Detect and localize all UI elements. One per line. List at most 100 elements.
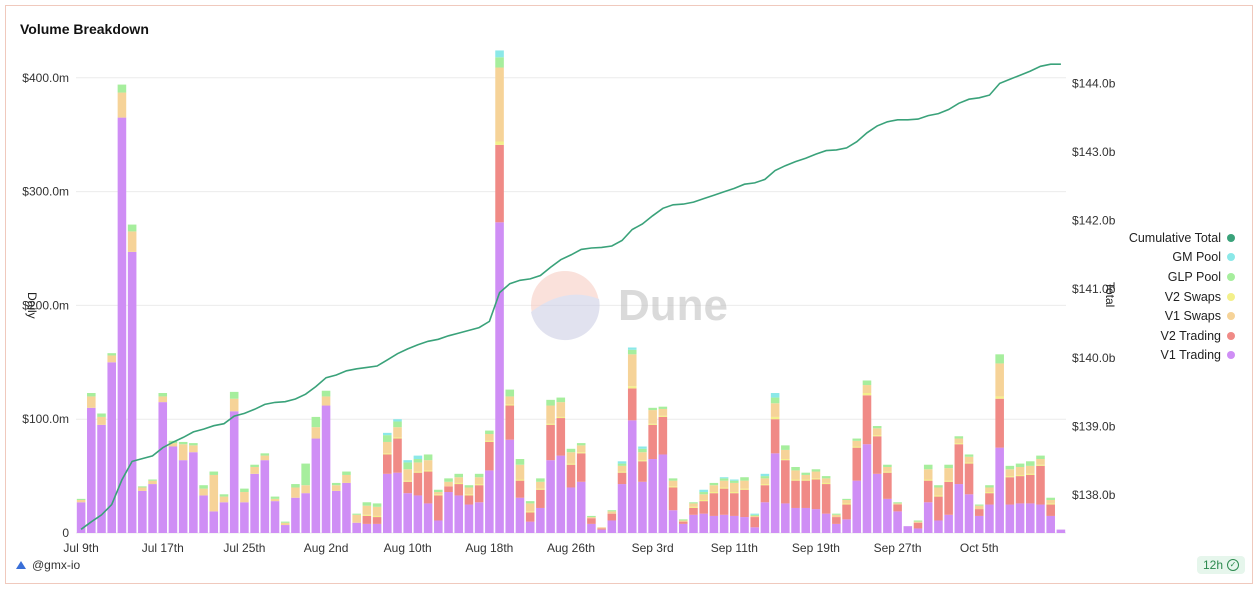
legend-item[interactable]: Cumulative Total (1075, 228, 1235, 248)
bar-segment (87, 396, 96, 408)
bar-segment (954, 443, 964, 445)
bar-segment (985, 487, 994, 493)
bar-segment (760, 485, 770, 503)
bar-segment (383, 435, 392, 442)
bar-segment (495, 222, 504, 534)
legend-item[interactable]: GLP Pool (1075, 267, 1235, 287)
bar-segment (291, 497, 300, 533)
bar-segment (862, 380, 872, 386)
bar-segment (872, 435, 882, 437)
bar-segment (505, 396, 515, 405)
bar-segment (821, 478, 831, 483)
bar-segment (668, 486, 678, 488)
bar-segment (495, 67, 504, 142)
bar-segment (250, 473, 259, 533)
bar-segment (719, 488, 729, 515)
bar-segment (760, 473, 770, 477)
bar-segment (923, 469, 933, 480)
x-tick-label: Sep 3rd (632, 541, 674, 555)
bar-segment (485, 470, 494, 533)
bar-segment (403, 481, 412, 494)
bar-segment (872, 428, 882, 436)
bar-segment (250, 466, 259, 474)
bar-segment (372, 506, 382, 516)
refresh-badge[interactable]: 12h ✓ (1196, 556, 1245, 574)
bar-segment (781, 503, 790, 533)
bar-segment (199, 488, 208, 496)
legend-item[interactable]: V2 Swaps (1075, 287, 1235, 307)
bar-segment (627, 386, 637, 389)
bar-segment (362, 523, 372, 533)
bar-segment (331, 482, 341, 486)
bar-segment (209, 474, 219, 512)
bar-segment (311, 416, 321, 428)
bar-segment (495, 57, 504, 68)
bar-segment (546, 460, 555, 533)
bar-segment (454, 482, 464, 485)
bar-segment (138, 490, 147, 533)
bar-segment (944, 480, 953, 482)
legend-item[interactable]: V2 Trading (1075, 326, 1235, 346)
bar-segment (689, 507, 698, 515)
bar-segment (617, 465, 627, 472)
bar-segment (556, 455, 566, 533)
bar-segment (505, 405, 515, 440)
bar-segment (158, 393, 168, 397)
bar-segment (107, 353, 117, 356)
y2-tick-label: $142.0b (1072, 214, 1116, 228)
bar-segment (260, 453, 270, 456)
bar-segment (393, 472, 402, 533)
bar-segment (229, 398, 239, 412)
x-tick-label: Aug 2nd (304, 541, 349, 555)
bar-segment (260, 455, 270, 461)
bar-segment (372, 523, 382, 533)
bar-segment (393, 427, 402, 438)
bar-segment (730, 515, 739, 533)
bar-segment (781, 459, 790, 461)
bar-segment (954, 444, 964, 485)
bar-segment (1036, 504, 1045, 533)
bar-segment (229, 391, 239, 399)
legend-item[interactable]: V1 Swaps (1075, 306, 1235, 326)
bar-segment (668, 480, 678, 487)
bar-segment (821, 482, 831, 485)
bar-segment (668, 487, 678, 511)
bar-segment (454, 495, 464, 533)
bar-segment (750, 527, 759, 533)
bar-segment (842, 504, 851, 520)
bar-segment (781, 460, 790, 504)
bar-segment (556, 418, 566, 456)
bar-segment (638, 461, 647, 482)
bar-segment (638, 452, 647, 461)
bar-segment (648, 459, 657, 533)
check-icon: ✓ (1227, 559, 1239, 571)
bar-segment (464, 485, 474, 488)
y2-tick-label: $141.0b (1072, 282, 1116, 296)
legend-item[interactable]: GM Pool (1075, 248, 1235, 268)
author-link[interactable]: @gmx-io (16, 558, 80, 572)
bar-segment (525, 521, 535, 533)
bar-segment (842, 519, 851, 533)
bar-segment (444, 481, 453, 487)
bar-segment (770, 403, 780, 417)
bar-segment (576, 443, 586, 446)
bar-segment (444, 486, 453, 493)
bar-segment (587, 515, 596, 518)
bar-segment (301, 493, 310, 533)
bar-segment (301, 485, 310, 494)
bar-segment (811, 478, 821, 480)
bar-segment (627, 347, 637, 350)
legend-item[interactable]: V1 Trading (1075, 346, 1235, 366)
bar-segment (383, 441, 392, 454)
bar-segment (403, 469, 412, 481)
bar-segment (393, 419, 402, 422)
legend-swatch (1227, 233, 1235, 242)
legend-swatch (1227, 351, 1235, 360)
bar-segment (474, 484, 484, 486)
bar-segment (148, 480, 157, 485)
bar-segment (413, 495, 423, 533)
bar-segment (240, 492, 249, 503)
watermark-text: Dune (618, 281, 728, 330)
bar-segment (923, 464, 933, 470)
bar-segment (699, 494, 708, 500)
